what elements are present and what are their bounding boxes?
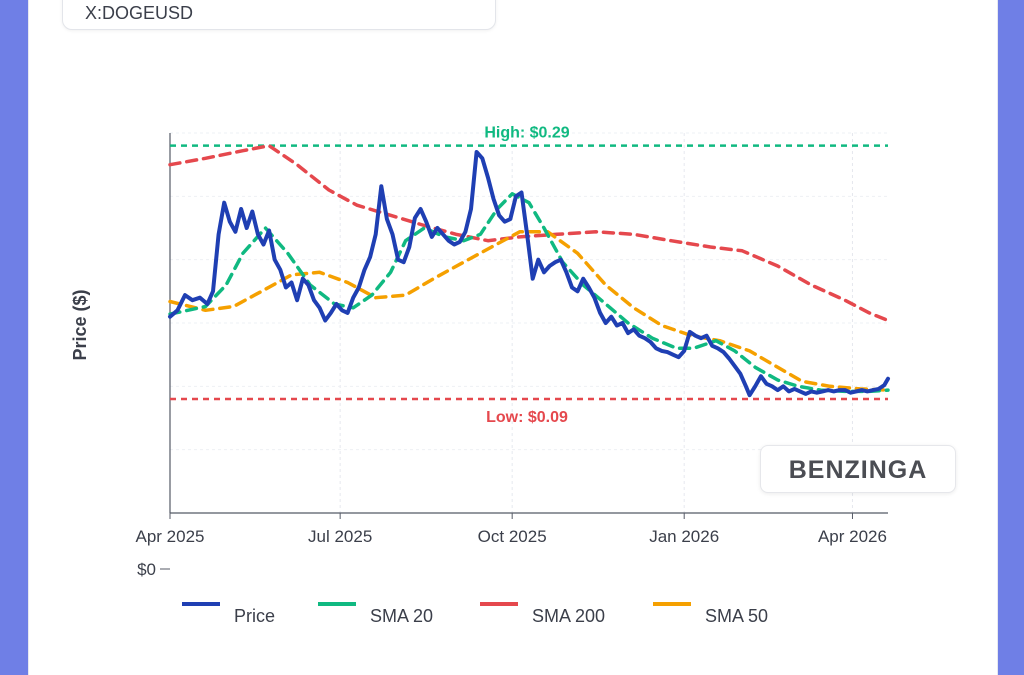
axes: Apr 2025 Jul 2025 Oct 2025 Jan 2026 Apr 2026… [70, 133, 888, 579]
high-reference-label: High: $0.29 [484, 125, 569, 142]
ticker-box: X:DOGEUSD [62, 0, 496, 30]
legend-label-sma-200: SMA 200 [532, 606, 605, 626]
legend: Price SMA 20 SMA 200 SMA 50 [182, 602, 768, 626]
chart-card [28, 0, 998, 675]
reference-lines: High: $0.29 Low: $0.09 [170, 125, 888, 426]
ticker-symbol: X:DOGEUSD [85, 3, 194, 23]
y-tick-label: $0 [137, 560, 156, 579]
legend-label-price: Price [234, 606, 275, 626]
x-tick-label: Oct 2025 [478, 527, 547, 546]
series-lines [168, 143, 890, 398]
x-tick-label: Apr 2025 [136, 527, 205, 546]
x-tick-label: Apr 2026 [818, 527, 887, 546]
watermark-text: BENZINGA [788, 456, 928, 484]
legend-label-sma-50: SMA 50 [705, 606, 768, 626]
y-axis-label: Price ($) [70, 289, 90, 360]
legend-label-sma-20: SMA 20 [370, 606, 433, 626]
x-tick-label: Jan 2026 [649, 527, 719, 546]
series-line-sma-50 [168, 230, 890, 392]
series-line-sma-20 [168, 192, 890, 394]
series-line-sma-200 [168, 143, 890, 323]
series-line-price [168, 150, 890, 398]
low-reference-label: Low: $0.09 [486, 409, 568, 426]
benzinga-watermark: BENZINGA [760, 445, 956, 493]
x-tick-label: Jul 2025 [308, 527, 372, 546]
